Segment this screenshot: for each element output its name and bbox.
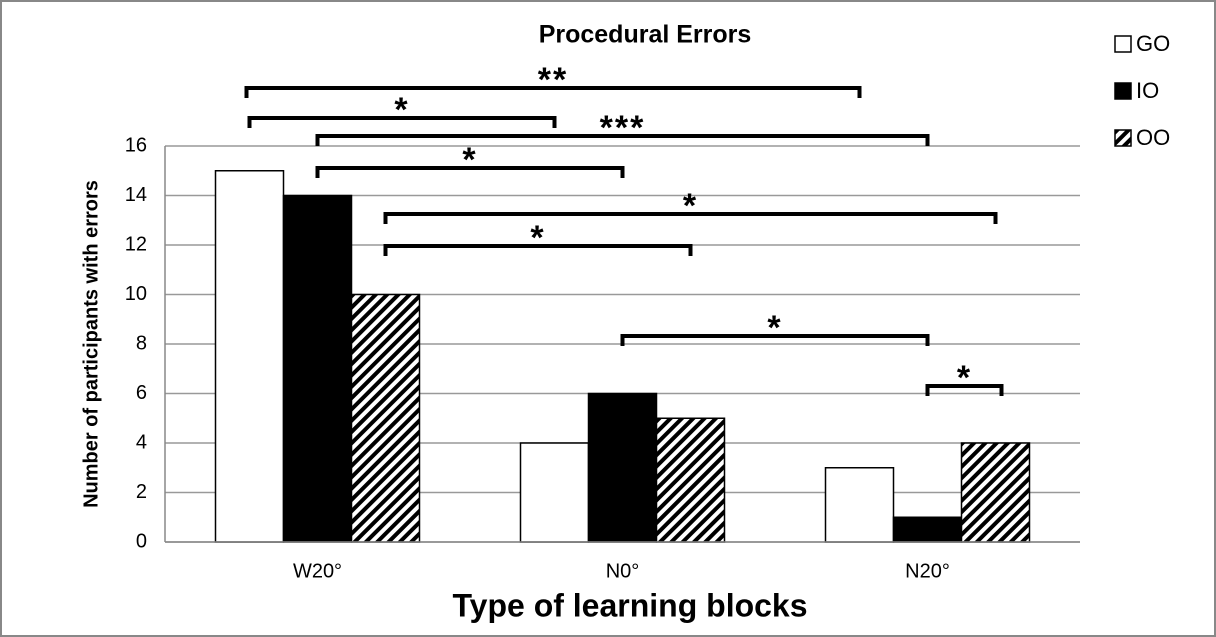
significance-label: *	[957, 359, 972, 397]
significance-label: ***	[600, 109, 646, 147]
significance-bracket	[315, 134, 930, 146]
significance-label: *	[462, 141, 477, 179]
significance-bracket	[383, 244, 693, 256]
significance-bracket	[383, 212, 998, 224]
x-axis-label: Type of learning blocks	[452, 587, 807, 623]
significance-label: **	[538, 61, 568, 99]
y-tick-label: 0	[136, 530, 147, 552]
bar	[519, 442, 590, 543]
legend-swatch	[1114, 129, 1132, 147]
bar	[655, 417, 726, 543]
bar	[824, 467, 895, 543]
significance-bracket	[244, 86, 862, 98]
bar	[960, 442, 1031, 543]
legend-swatch	[1114, 35, 1132, 53]
significance-bracket	[315, 166, 625, 178]
bar	[214, 170, 285, 543]
legend-label: OO	[1136, 125, 1170, 150]
x-tick-label: W20°	[293, 560, 342, 582]
bar	[350, 293, 421, 543]
y-tick-label: 4	[136, 431, 147, 453]
significance-bracket	[247, 116, 557, 128]
chart-title: Procedural Errors	[539, 21, 752, 49]
y-tick-label: 6	[136, 382, 147, 404]
significance-label: *	[394, 91, 409, 129]
significance-bracket	[925, 384, 1004, 396]
legend-label: GO	[1136, 31, 1170, 56]
significance-label: *	[530, 219, 545, 257]
y-tick-label: 16	[125, 134, 147, 156]
legend-swatch	[1114, 82, 1132, 100]
x-tick-label: N0°	[606, 560, 640, 582]
y-axis-label: Number of participants with errors	[80, 180, 102, 508]
significance-bracket	[620, 334, 930, 346]
bar	[282, 194, 353, 543]
y-tick-label: 8	[136, 332, 147, 354]
y-tick-label: 10	[125, 283, 147, 305]
y-tick-label: 2	[136, 481, 147, 503]
significance-label: *	[683, 187, 698, 225]
legend-label: IO	[1136, 78, 1159, 103]
significance-label: *	[767, 309, 782, 347]
y-tick-label: 14	[125, 184, 147, 206]
y-tick-label: 12	[125, 233, 147, 255]
bar	[587, 392, 658, 543]
bar	[892, 516, 963, 543]
x-tick-label: N20°	[905, 560, 950, 582]
